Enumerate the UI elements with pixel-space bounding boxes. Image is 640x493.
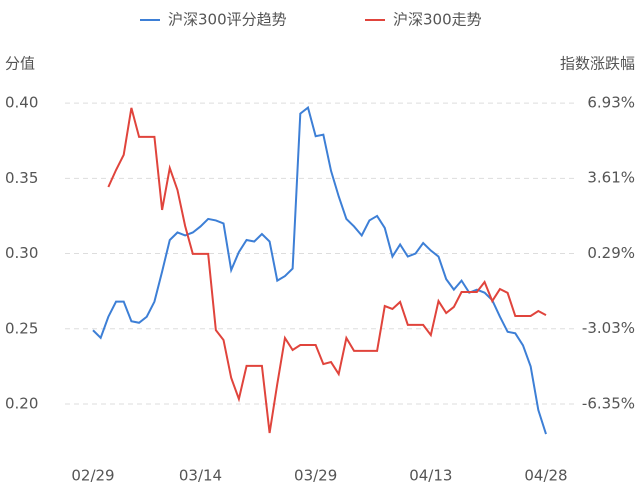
x-tick-label: 03/29: [294, 467, 337, 485]
y2-tick-label: 6.93%: [587, 93, 635, 111]
y2-tick-label: -3.03%: [582, 319, 635, 337]
y-tick-label: 0.25: [5, 319, 38, 337]
y2-axis-label: 指数涨跌幅: [560, 55, 635, 73]
y-tick-label: 0.20: [5, 394, 38, 412]
series-line: [92, 105, 547, 435]
y2-tick-label: 3.61%: [587, 169, 635, 187]
y2-tick-label: 0.29%: [587, 244, 635, 262]
x-tick-label: 04/28: [524, 467, 567, 485]
x-tick-label: 03/14: [179, 467, 222, 485]
legend-label: 沪深300评分趋势: [168, 11, 287, 29]
y2-tick-label: -6.35%: [582, 394, 635, 412]
series-line: [107, 107, 547, 434]
y-tick-label: 0.30: [5, 244, 38, 262]
y-axis-label: 分值: [5, 55, 35, 73]
legend-label: 沪深300走势: [393, 11, 482, 29]
x-tick-label: 02/29: [71, 467, 114, 485]
y-tick-label: 0.40: [5, 94, 38, 112]
y-tick-label: 0.35: [5, 169, 38, 187]
x-tick-label: 04/13: [409, 467, 452, 485]
